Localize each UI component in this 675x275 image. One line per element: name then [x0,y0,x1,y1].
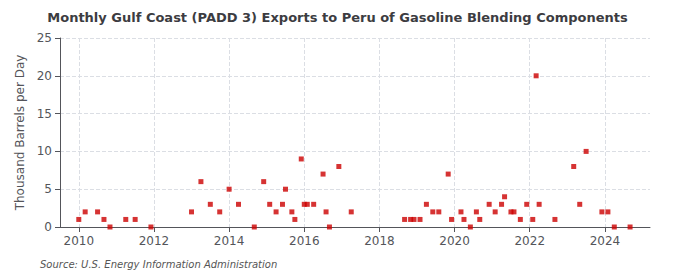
svg-text:Thousand Barrels per Day: Thousand Barrels per Day [13,55,27,212]
svg-text:2012: 2012 [139,234,170,248]
svg-text:2022: 2022 [514,234,545,248]
svg-text:Source: U.S. Energy Informatio: Source: U.S. Energy Information Administ… [40,259,277,270]
svg-text:20: 20 [37,69,52,83]
svg-text:0: 0 [44,220,52,234]
svg-text:2020: 2020 [439,234,470,248]
svg-text:10: 10 [37,144,52,158]
svg-text:2010: 2010 [64,234,95,248]
svg-text:2018: 2018 [364,234,395,248]
svg-text:2024: 2024 [590,234,621,248]
svg-text:25: 25 [37,31,52,45]
svg-text:Monthly Gulf Coast (PADD 3) Ex: Monthly Gulf Coast (PADD 3) Exports to P… [47,10,628,25]
svg-text:15: 15 [37,107,52,121]
svg-text:5: 5 [44,182,52,196]
svg-text:2014: 2014 [214,234,245,248]
svg-text:2016: 2016 [289,234,320,248]
